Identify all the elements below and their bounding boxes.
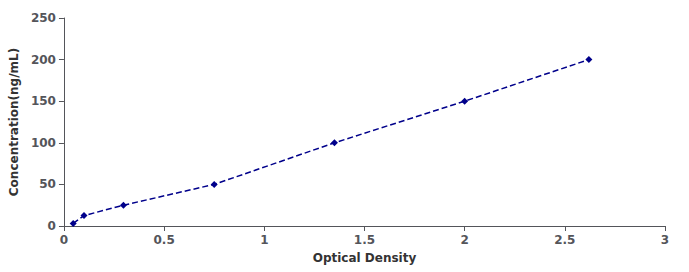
svg-text:2: 2 [460,233,468,247]
svg-text:Optical Density: Optical Density [313,251,417,265]
svg-text:1: 1 [260,233,268,247]
svg-text:3: 3 [661,233,669,247]
svg-text:100: 100 [31,136,56,150]
svg-text:50: 50 [39,177,56,191]
svg-text:250: 250 [31,11,56,25]
svg-text:150: 150 [31,94,56,108]
svg-text:0: 0 [60,233,68,247]
svg-text:2.5: 2.5 [554,233,575,247]
svg-text:0: 0 [48,219,56,233]
svg-text:200: 200 [31,53,56,67]
svg-text:Concentration(ng/mL): Concentration(ng/mL) [7,48,21,196]
svg-text:1.5: 1.5 [354,233,375,247]
svg-text:0.5: 0.5 [153,233,174,247]
